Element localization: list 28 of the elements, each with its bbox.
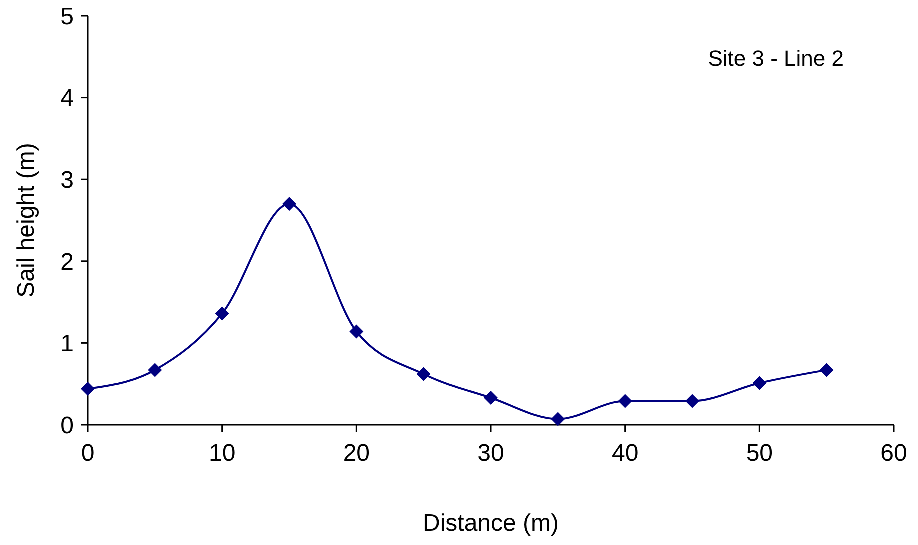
y-tick-label: 4 [60, 85, 74, 112]
point [686, 394, 700, 408]
point [416, 367, 431, 382]
y-tick-label: 3 [60, 167, 74, 194]
point [282, 197, 296, 212]
point [81, 382, 95, 396]
point [551, 412, 566, 426]
x-tick-label: 20 [343, 440, 370, 467]
y-tick-label: 5 [60, 3, 74, 30]
x-tick-label: 30 [478, 440, 504, 467]
y-tick-label: 0 [60, 412, 74, 440]
x-tick-label: 40 [612, 440, 639, 467]
point [148, 363, 162, 378]
y-tick-label: 2 [60, 248, 74, 276]
x-tick-label: 0 [81, 440, 95, 467]
point [350, 324, 364, 339]
point [215, 306, 230, 321]
y-axis-title: Sail height (m) [13, 143, 40, 298]
y-tick-label: 1 [60, 330, 74, 358]
point [820, 363, 834, 378]
point [752, 376, 767, 390]
point [484, 391, 498, 406]
x-tick-label: 50 [746, 440, 774, 467]
annotation: Site 3 - Line 2 [708, 46, 844, 71]
x-tick-label: 10 [208, 440, 236, 467]
x-tick-label: 60 [880, 440, 908, 467]
point [618, 394, 632, 408]
x-axis-title: Distance (m) [422, 510, 560, 537]
